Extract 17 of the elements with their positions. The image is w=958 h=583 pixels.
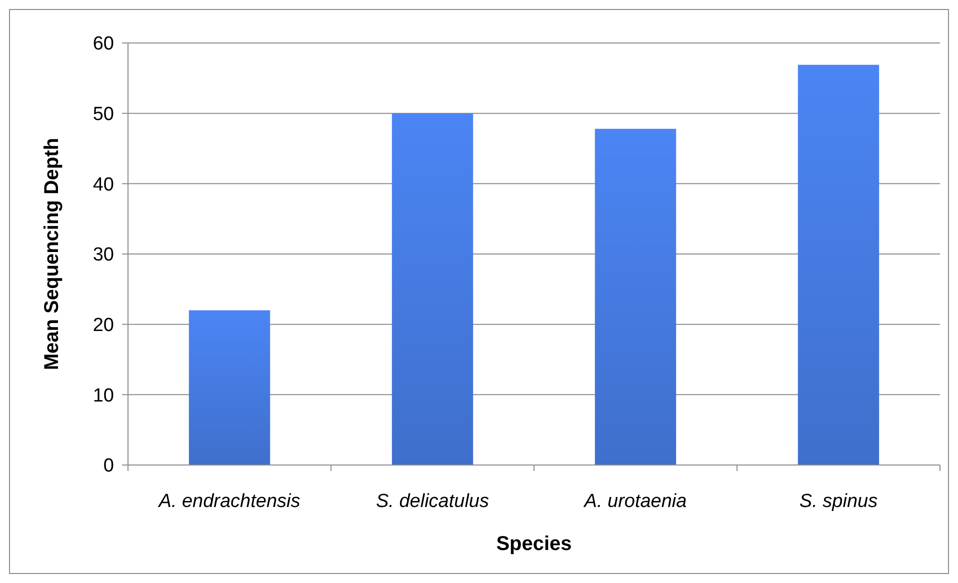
y-tick-label: 40	[92, 174, 114, 196]
y-tick-label: 0	[103, 456, 114, 477]
x-tick-label: A. endrachtensis	[158, 491, 301, 512]
bar	[594, 128, 676, 465]
y-axis-title: Mean Sequencing Depth	[41, 138, 63, 370]
y-tick-label: 20	[92, 314, 114, 336]
y-tick-label: 10	[92, 385, 114, 406]
bar	[798, 64, 880, 465]
x-tick-label: S. delicatulus	[376, 491, 490, 512]
y-tick-label: 30	[92, 244, 114, 266]
x-tick-label: A. urotaenia	[583, 491, 687, 512]
x-tick-label: S. spinus	[799, 491, 878, 512]
y-tick-label: 50	[92, 104, 114, 125]
bar	[188, 310, 270, 465]
bar	[392, 113, 474, 465]
x-axis-title: Species	[496, 533, 572, 555]
y-tick-label: 60	[92, 34, 114, 55]
